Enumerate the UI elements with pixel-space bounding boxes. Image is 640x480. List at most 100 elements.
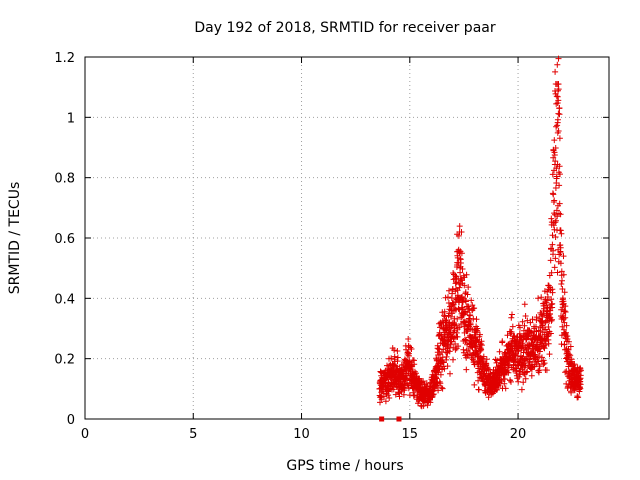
data-point bbox=[544, 294, 551, 300]
data-point bbox=[538, 294, 545, 301]
data-point bbox=[458, 276, 465, 283]
data-point bbox=[499, 338, 506, 345]
data-point bbox=[483, 356, 490, 363]
data-point bbox=[548, 301, 555, 308]
data-point bbox=[453, 322, 460, 329]
data-point bbox=[562, 369, 569, 376]
data-point bbox=[533, 314, 540, 321]
data-point bbox=[445, 294, 451, 301]
data-point bbox=[420, 378, 427, 385]
data-point bbox=[453, 329, 460, 336]
data-point bbox=[568, 389, 575, 396]
data-point bbox=[456, 284, 463, 291]
data-point bbox=[447, 370, 453, 377]
data-point bbox=[480, 353, 487, 360]
data-point bbox=[461, 282, 468, 289]
data-point bbox=[471, 381, 478, 388]
data-point bbox=[475, 386, 482, 393]
data-point bbox=[536, 363, 543, 369]
data-point bbox=[548, 317, 555, 324]
data-point bbox=[574, 393, 581, 400]
data-point bbox=[548, 269, 555, 276]
data-point bbox=[528, 372, 535, 379]
data-point bbox=[454, 315, 461, 322]
data-point bbox=[554, 100, 561, 106]
data-point bbox=[564, 383, 571, 390]
data-point bbox=[559, 286, 566, 292]
data-point bbox=[558, 281, 565, 287]
data-point bbox=[556, 200, 563, 207]
chart-title: Day 192 of 2018, SRMTID for receiver paa… bbox=[194, 20, 495, 36]
data-point bbox=[473, 316, 480, 323]
data-point bbox=[430, 391, 437, 398]
data-point bbox=[549, 316, 555, 323]
data-point bbox=[535, 295, 542, 302]
data-point bbox=[467, 312, 474, 318]
data-point bbox=[522, 313, 529, 319]
data-point bbox=[565, 338, 572, 345]
data-point bbox=[563, 329, 569, 336]
data-point bbox=[386, 395, 393, 401]
data-point bbox=[526, 358, 533, 365]
data-point bbox=[549, 241, 556, 248]
data-point bbox=[520, 379, 527, 386]
data-point bbox=[541, 345, 548, 352]
data-point bbox=[562, 303, 569, 310]
y-tick-label: 0.2 bbox=[54, 353, 75, 368]
data-point bbox=[454, 333, 461, 340]
data-point bbox=[440, 346, 447, 353]
data-point bbox=[552, 145, 559, 151]
data-point bbox=[552, 234, 559, 240]
data-point bbox=[435, 387, 442, 394]
data-point bbox=[553, 207, 560, 214]
data-point bbox=[557, 244, 564, 251]
data-points bbox=[376, 55, 584, 422]
data-point bbox=[463, 366, 470, 373]
data-point bbox=[467, 321, 474, 328]
data-point bbox=[524, 368, 531, 375]
data-point bbox=[411, 361, 418, 368]
data-point bbox=[553, 173, 560, 180]
data-point bbox=[555, 128, 562, 134]
data-point bbox=[561, 289, 568, 296]
data-point bbox=[553, 123, 560, 130]
data-point bbox=[527, 319, 534, 326]
data-point bbox=[550, 247, 557, 254]
data-point bbox=[427, 399, 434, 406]
data-point bbox=[575, 394, 582, 401]
data-point bbox=[456, 229, 463, 235]
data-point bbox=[518, 386, 525, 393]
data-point bbox=[552, 158, 559, 165]
data-point bbox=[452, 346, 459, 353]
data-point bbox=[554, 122, 561, 129]
data-point bbox=[557, 227, 564, 234]
data-point bbox=[555, 55, 562, 62]
y-tick-label: 1 bbox=[67, 111, 75, 126]
data-point bbox=[559, 277, 565, 284]
data-point bbox=[536, 353, 542, 360]
data-point bbox=[408, 346, 415, 352]
data-point bbox=[406, 352, 412, 359]
data-point bbox=[561, 308, 568, 314]
y-tick-label: 0 bbox=[67, 413, 75, 428]
data-point bbox=[557, 260, 564, 267]
data-point bbox=[438, 384, 445, 391]
data-point bbox=[509, 323, 516, 330]
data-point bbox=[446, 287, 452, 294]
data-point bbox=[478, 342, 485, 349]
data-point bbox=[464, 291, 471, 298]
x-axis-title: GPS time / hours bbox=[286, 458, 403, 474]
data-point bbox=[457, 255, 464, 262]
data-point bbox=[456, 306, 463, 313]
data-point bbox=[542, 341, 549, 348]
data-point bbox=[549, 232, 556, 239]
data-point bbox=[456, 324, 463, 331]
data-point bbox=[551, 197, 558, 204]
data-point bbox=[542, 326, 549, 333]
data-point bbox=[540, 357, 547, 364]
data-point bbox=[456, 223, 463, 230]
data-point bbox=[536, 348, 543, 355]
data-point bbox=[546, 351, 553, 358]
data-point bbox=[508, 378, 514, 385]
data-point bbox=[455, 343, 462, 350]
